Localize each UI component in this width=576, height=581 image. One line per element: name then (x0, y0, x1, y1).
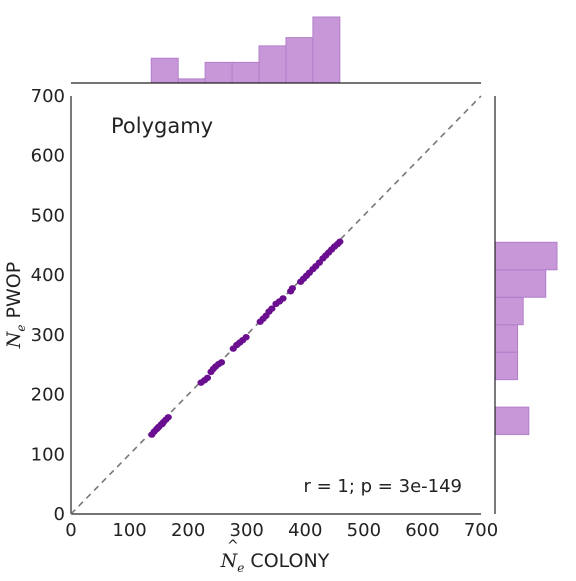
right-histogram-bar (494, 241, 558, 271)
y-tick-label: 700 (31, 86, 65, 107)
scatter-point (203, 374, 212, 382)
right-histogram-bar (494, 406, 530, 436)
panel-title: Polygamy (111, 114, 213, 138)
scatter-points (148, 238, 344, 438)
y-axis-label-group: Ne PWOP (3, 262, 28, 349)
x-tick-label: 700 (464, 520, 498, 541)
x-tick-label: 300 (230, 520, 264, 541)
y-tick-label: 400 (31, 265, 65, 286)
y-tick-label: 300 (31, 325, 65, 346)
scatter-point (279, 295, 287, 302)
x-axis-label-hat: ^ (227, 538, 239, 554)
top-histogram-bar (204, 61, 233, 84)
y-axis-label-subscript: e (14, 324, 28, 331)
identity-reference-line (70, 95, 482, 515)
scatter-point (336, 238, 344, 245)
scatter-point (158, 420, 166, 428)
top-histogram-bar (231, 61, 260, 84)
y-tick-labels: 0 100 200 300 400 500 600 700 (31, 86, 65, 525)
top-marginal-histogram (150, 16, 341, 84)
y-axis-label-symbol: N (3, 330, 25, 349)
right-histogram-bar (494, 296, 524, 326)
x-axis-label: Ne COLONY (220, 550, 330, 575)
right-histogram-bar (494, 351, 519, 381)
scatter-point (242, 334, 250, 341)
x-tick-label: 500 (347, 520, 381, 541)
y-tick-label: 0 (54, 504, 65, 525)
x-axis-label-symbol: N (220, 550, 239, 572)
right-histogram-bar (494, 269, 547, 298)
right-marginal-histogram (494, 241, 558, 436)
scatter-point (268, 305, 276, 312)
x-tick-label: 400 (288, 520, 322, 541)
correlation-annotation: r = 1; p = 3e-149 (304, 476, 463, 497)
scatter-point (164, 414, 172, 421)
x-tick-label: 600 (405, 520, 439, 541)
top-histogram-bar (177, 78, 206, 84)
top-histogram-bar (312, 16, 341, 84)
y-tick-label: 100 (31, 444, 65, 465)
top-histogram-bar (258, 45, 287, 84)
right-histogram-bar (494, 324, 519, 353)
y-axis-label: Ne PWOP (3, 262, 28, 349)
scatter-point (154, 424, 162, 432)
x-tick-label: 100 (112, 520, 146, 541)
x-tick-label: 0 (65, 520, 76, 541)
x-tick-label: 200 (171, 520, 205, 541)
y-tick-label: 600 (31, 146, 65, 167)
top-histogram-bar (150, 57, 179, 84)
scatter-point (217, 359, 226, 366)
y-tick-label: 200 (31, 385, 65, 406)
scatter-point (288, 285, 296, 292)
x-tick-labels: 0 100 200 300 400 500 600 700 (65, 520, 498, 541)
top-histogram-bar (285, 37, 314, 84)
y-tick-label: 500 (31, 205, 65, 226)
x-axis-label-text: COLONY (244, 550, 329, 572)
x-axis-label-subscript: e (237, 561, 244, 575)
y-axis-label-text: PWOP (3, 262, 25, 325)
